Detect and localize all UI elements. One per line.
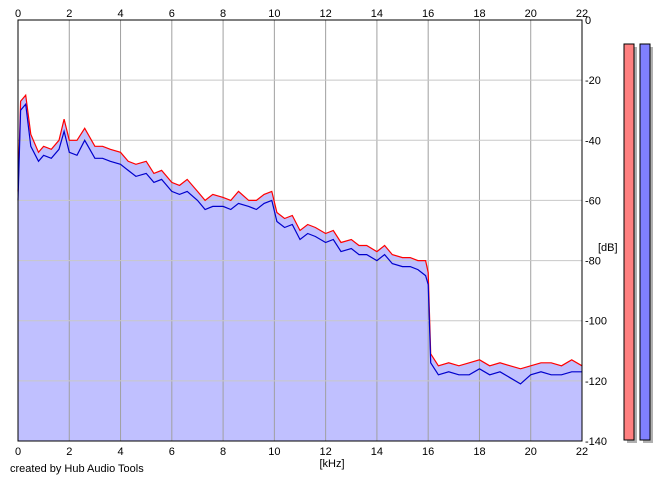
x-tick-label-bottom: 2	[66, 446, 72, 458]
spectrum-fill-area	[18, 95, 582, 441]
y-tick-label: -80	[585, 256, 601, 268]
x-tick-label-top: 18	[473, 8, 485, 20]
level-meter-bar	[639, 43, 651, 441]
spectrum-area-layer	[18, 95, 582, 441]
grid-layer	[18, 20, 582, 441]
x-tick-label-top: 6	[169, 8, 175, 20]
x-tick-label-bottom: 12	[320, 446, 332, 458]
y-tick-label: -120	[585, 376, 607, 388]
y-tick-label: -60	[585, 195, 601, 207]
y-axis-label: [dB]	[598, 242, 618, 254]
x-axis-label: [kHz]	[319, 458, 344, 470]
credit-text: created by Hub Audio Tools	[10, 463, 144, 475]
x-tick-label-top: 12	[320, 8, 332, 20]
x-tick-label-top: 4	[117, 8, 123, 20]
x-tick-label-bottom: 18	[473, 446, 485, 458]
x-tick-label-top: 8	[220, 8, 226, 20]
x-tick-label-bottom: 14	[371, 446, 383, 458]
x-tick-label-top: 2	[66, 8, 72, 20]
spectrum-line-1	[17, 93, 583, 370]
y-tick-label: -40	[585, 135, 601, 147]
y-tick-label: -20	[585, 75, 601, 87]
x-tick-label-top: 14	[371, 8, 383, 20]
y-tick-label: 0	[585, 15, 591, 27]
x-tick-label-bottom: 16	[422, 446, 434, 458]
y-tick-label: -100	[585, 316, 607, 328]
x-tick-label-top: 10	[268, 8, 280, 20]
x-tick-label-top: 20	[525, 8, 537, 20]
y-tick-label: -140	[585, 436, 607, 448]
plot-frame	[17, 19, 583, 442]
x-tick-label-top: 22	[576, 8, 588, 20]
x-tick-label-bottom: 22	[576, 446, 588, 458]
x-tick-label-bottom: 10	[268, 446, 280, 458]
level-meter-bar	[623, 43, 635, 441]
level-meters	[623, 43, 653, 443]
tick-layer: 002244668810101212141416161818202022220-…	[15, 8, 607, 458]
spectrum-line-layer	[17, 93, 583, 385]
x-tick-label-bottom: 20	[525, 446, 537, 458]
spectrum-line-2	[17, 102, 582, 385]
x-tick-label-top: 0	[15, 8, 21, 20]
x-tick-label-bottom: 0	[15, 446, 21, 458]
x-tick-label-bottom: 6	[169, 446, 175, 458]
x-tick-label-top: 16	[422, 8, 434, 20]
x-tick-label-bottom: 4	[117, 446, 123, 458]
x-tick-label-bottom: 8	[220, 446, 226, 458]
